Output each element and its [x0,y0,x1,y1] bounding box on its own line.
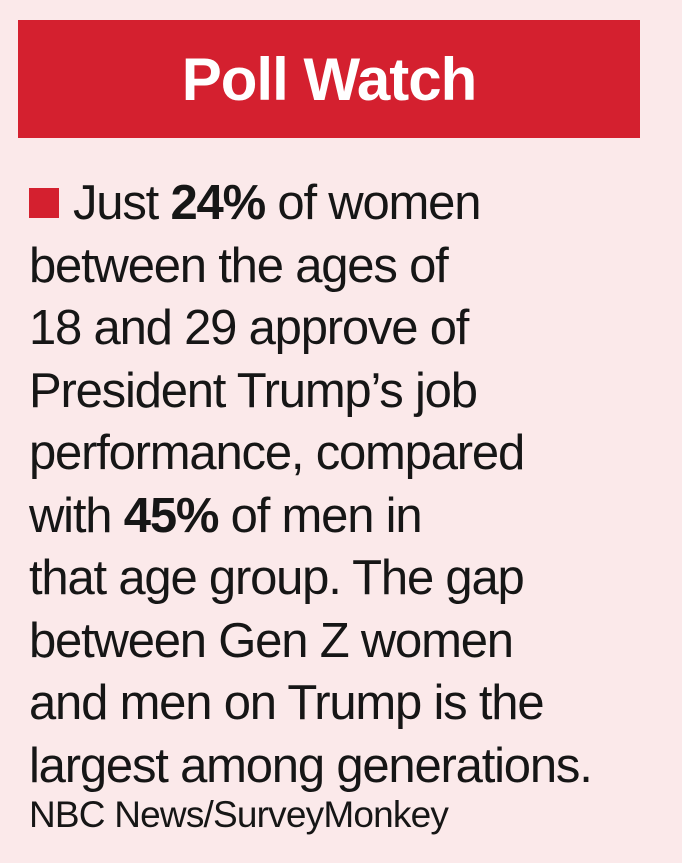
source-credit: NBC News/SurveyMonkey [29,794,449,835]
line1-before: Just [73,176,159,230]
text-line-6: with 45% of men in [29,485,669,548]
line6-after: of men in [230,488,423,543]
text-line-5: performance, compared [29,426,525,480]
line6-before: with [29,488,113,543]
page-title: Poll Watch [181,45,477,113]
text-line-10: largest among generations. [29,738,593,793]
text-line-4: President Trump’s job [29,363,478,418]
text-line-1: Just 24% of women [29,172,669,235]
line1-after: of women [277,176,481,230]
text-line-9: and men on Trump is the [29,676,545,730]
women-stat: 24% [170,176,267,230]
text-line-3: 18 and 29 approve of [29,301,469,355]
text-line-2: between the ages of [29,238,449,293]
poll-text: Just 24% of women between the ages of 18… [29,172,669,797]
header-banner: Poll Watch [18,20,640,138]
bullet-square-icon [29,188,59,218]
text-line-7: that age group. The gap [29,551,525,605]
men-stat: 45% [123,488,220,543]
text-line-8: between Gen Z women [29,613,514,668]
